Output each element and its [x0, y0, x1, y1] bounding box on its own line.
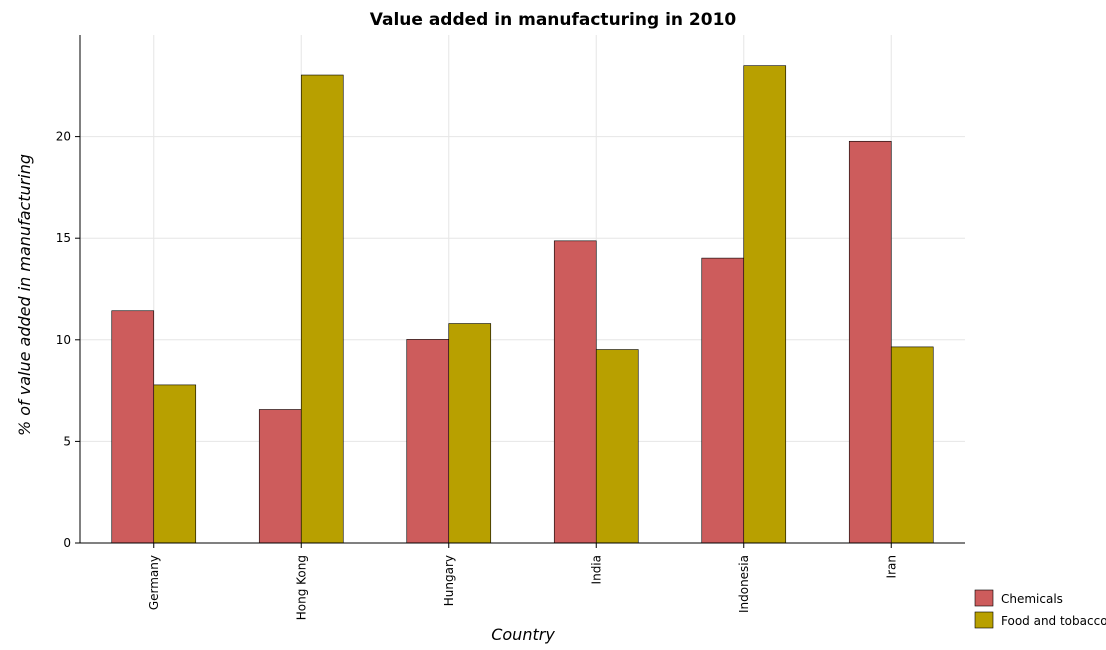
y-tick-label: 15 — [56, 231, 71, 245]
y-axis-label: % of value added in manufacturing — [15, 154, 34, 436]
bar-chemicals-hungary — [406, 339, 450, 544]
x-axis-label: Country — [491, 625, 555, 644]
bar-food-and-tobacco-india — [595, 349, 639, 544]
x-tick-label: Germany — [147, 555, 161, 610]
bar-food-and-tobacco-indonesia — [743, 65, 787, 544]
bar-chemicals-germany — [111, 310, 155, 544]
bars — [111, 65, 934, 544]
legend: Chemicals Food and tobacco — [974, 589, 1106, 629]
bar-chemicals-iran — [848, 140, 892, 544]
bar-chemicals-indonesia — [701, 257, 745, 544]
legend-swatch — [974, 589, 994, 607]
bar-chemicals-hong-kong — [258, 409, 302, 544]
x-tick-label: Iran — [884, 555, 898, 578]
x-tick-label: Indonesia — [737, 555, 751, 613]
axes — [79, 35, 965, 544]
bar-food-and-tobacco-germany — [153, 384, 197, 544]
legend-swatch — [974, 611, 994, 629]
legend-label: Chemicals — [1001, 592, 1063, 606]
chart-title: Value added in manufacturing in 2010 — [370, 10, 737, 30]
legend-label: Food and tobacco — [1001, 614, 1106, 628]
x-tick-label: Hong Kong — [294, 555, 308, 620]
bar-food-and-tobacco-hungary — [448, 323, 492, 544]
y-tick-label: 0 — [63, 536, 71, 550]
grid — [80, 35, 965, 544]
y-tick-label: 10 — [56, 333, 71, 347]
x-tick-label: India — [589, 555, 603, 584]
bar-chemicals-india — [553, 240, 597, 544]
bar-food-and-tobacco-hong-kong — [300, 74, 344, 544]
y-tick-label: 5 — [63, 434, 71, 448]
x-tick-label: Hungary — [442, 555, 456, 606]
bar-food-and-tobacco-iran — [890, 346, 934, 544]
ticks: 0 5 10 15 20 Germany Hong Kong Hungary India Indo… — [56, 130, 899, 621]
y-tick-label: 20 — [56, 130, 71, 144]
